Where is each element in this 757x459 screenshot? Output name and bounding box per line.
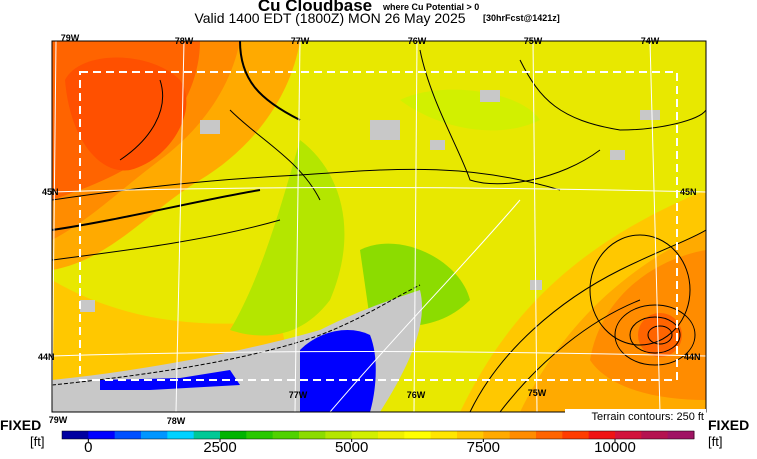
color-cell xyxy=(615,431,642,439)
color-cell xyxy=(114,431,142,439)
color-cell xyxy=(167,431,195,439)
lat-label: 44N xyxy=(684,352,701,362)
lon-label: 78W xyxy=(175,36,194,46)
terrain-note: Terrain contours: 250 ft xyxy=(591,411,704,423)
lat-label: 45N xyxy=(42,187,59,197)
map: 79W 78W 77W 76W 75W 74W 79W 78W 77W 76W … xyxy=(38,33,707,426)
lon-label: 79W xyxy=(61,33,80,43)
lon-label: 75W xyxy=(524,36,543,46)
lon-label: 77W xyxy=(289,390,308,400)
color-cell xyxy=(141,431,168,439)
color-cell xyxy=(62,431,89,439)
color-cell xyxy=(299,431,326,439)
color-cell xyxy=(220,431,247,439)
color-cell xyxy=(404,431,432,439)
colorbar: 0 2500 5000 7500 10000 xyxy=(61,430,695,456)
valid-time: Valid 1400 EDT (1800Z) MON 26 May 2025 xyxy=(194,10,465,26)
legend-label: FIXED xyxy=(708,417,749,433)
qualifier: where Cu Potential > 0 xyxy=(382,2,479,12)
tick-label: 5000 xyxy=(335,439,368,454)
lon-label: 76W xyxy=(408,36,427,46)
color-cell xyxy=(536,431,563,439)
color-cell xyxy=(351,431,379,439)
color-cell xyxy=(378,431,405,439)
colorbar-frame xyxy=(61,430,695,440)
forecast: [30hrFcst@1421z] xyxy=(483,13,560,23)
color-cell xyxy=(562,431,590,439)
color-cell xyxy=(325,431,353,439)
color-cell xyxy=(641,431,669,439)
tick-label: 0 xyxy=(84,439,92,454)
tick-label: 7500 xyxy=(467,439,500,454)
title: Cu Cloudbase xyxy=(258,0,372,15)
lon-label: 75W xyxy=(528,388,547,398)
legend-unit: [ft] xyxy=(30,434,44,449)
color-cell xyxy=(588,431,616,439)
note-box xyxy=(565,409,706,423)
color-cell xyxy=(667,431,695,439)
color-cell xyxy=(509,431,537,439)
color-cell xyxy=(430,431,458,439)
color-cell xyxy=(272,431,300,439)
lat-label: 44N xyxy=(38,352,55,362)
lat-label: 45N xyxy=(680,187,697,197)
legend-unit: [ft] xyxy=(708,434,722,449)
color-cell xyxy=(246,431,274,439)
lon-label: 79W xyxy=(49,415,68,425)
color-cell xyxy=(457,431,484,439)
lon-label: 76W xyxy=(407,390,426,400)
lon-label: 74W xyxy=(641,36,660,46)
legend-label: FIXED xyxy=(0,417,41,433)
tick-label: 2500 xyxy=(203,439,236,454)
lon-label: 78W xyxy=(167,416,186,426)
color-cell xyxy=(88,431,116,439)
color-cell xyxy=(193,431,221,439)
lon-label: 77W xyxy=(291,36,310,46)
tick-label: 10000 xyxy=(594,439,636,454)
color-cell xyxy=(483,431,511,439)
